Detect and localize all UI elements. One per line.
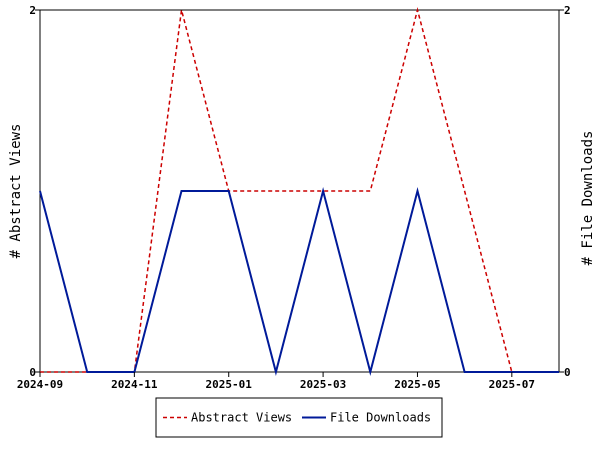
x-tick-label: 2024-11	[111, 378, 158, 391]
y-axis-left-label: # Abstract Views	[8, 124, 24, 259]
series-line-1	[39, 187, 559, 376]
x-tick-label: 2024-09	[17, 378, 63, 391]
x-tick-label: 2025-05	[394, 378, 440, 391]
x-tick-label: 2025-07	[489, 378, 535, 391]
x-tick-label: 2025-03	[300, 378, 346, 391]
y-tick-label-left: 2	[29, 4, 36, 17]
legend-label-1: File Downloads	[330, 411, 431, 425]
series-line-0	[40, 7, 559, 373]
plot-area: 2024-09 2024-11 2025-01 2025-03 2025-05 2025-…	[17, 4, 571, 391]
y-tick-label-left: 0	[29, 366, 36, 379]
legend-label-0: Abstract Views	[191, 411, 292, 425]
x-tick-label: 2025-01	[206, 378, 253, 391]
legend: Abstract Views File Downloads	[155, 397, 443, 438]
y-axis-right-label: # File Downloads	[580, 131, 596, 266]
y-tick-label-right: 0	[564, 366, 571, 379]
legend-box	[155, 397, 443, 438]
y-tick-label-right: 2	[564, 4, 571, 17]
